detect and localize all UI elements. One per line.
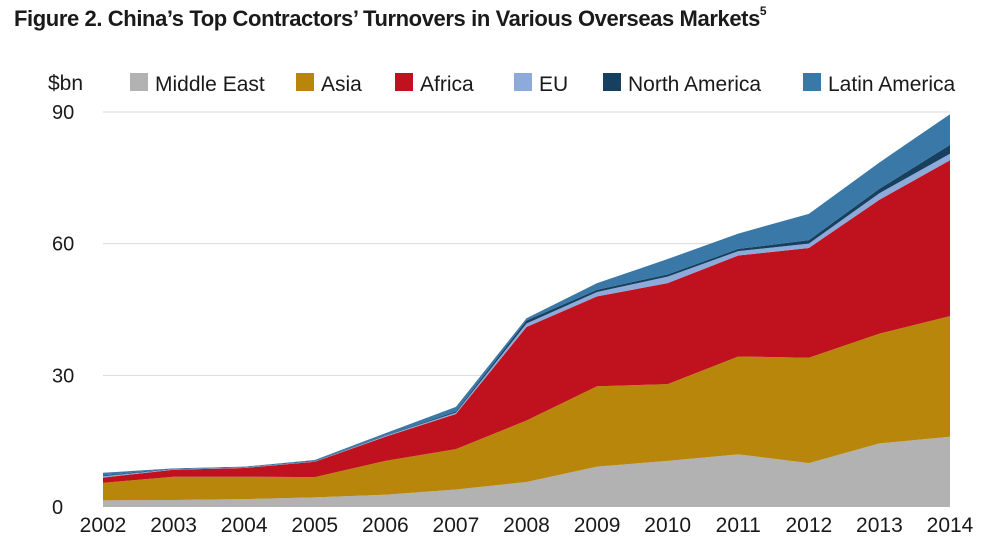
x-tick-label: 2007 [433, 514, 480, 537]
x-axis-tick-labels: 2002 2003 2004 2005 2006 2007 2008 2009 2010 2011… [80, 514, 974, 537]
x-tick-label: 2012 [785, 514, 832, 537]
y-tick-label: 90 [52, 102, 74, 124]
y-tick-label: 0 [52, 497, 63, 519]
x-tick-label: 2005 [291, 514, 338, 537]
legend-label: Latin America [828, 73, 956, 96]
x-tick-label: 2003 [150, 514, 197, 537]
legend: Middle East Asia Africa EU North America Lati… [130, 73, 956, 96]
area-series [103, 114, 950, 507]
legend-item-africa: Africa [395, 73, 474, 96]
legend-label: Asia [321, 73, 362, 96]
title-footnote-marker: 5 [759, 3, 767, 18]
legend-label: North America [628, 73, 761, 96]
x-tick-label: 2008 [503, 514, 550, 537]
legend-swatch [130, 73, 148, 91]
x-tick-label: 2014 [927, 514, 974, 537]
x-tick-label: 2013 [856, 514, 903, 537]
area-africa [103, 160, 950, 483]
legend-item-north-america: North America [603, 73, 761, 96]
x-tick-label: 2010 [644, 514, 691, 537]
x-tick-label: 2004 [221, 514, 268, 537]
y-axis-label: $bn [48, 72, 83, 95]
legend-item-latin-america: Latin America [803, 73, 956, 96]
legend-label: Africa [420, 73, 474, 96]
x-tick-label: 2006 [362, 514, 409, 537]
y-tick-label: 60 [52, 234, 74, 256]
legend-label: Middle East [155, 73, 265, 96]
legend-item-eu: EU [514, 73, 568, 96]
legend-swatch [296, 73, 314, 91]
y-axis-tick-labels: 0 30 60 90 [52, 102, 74, 519]
area-middle-east [103, 436, 950, 507]
chart-title: Figure 2. China’s Top Contractors’ Turno… [14, 3, 767, 31]
x-tick-label: 2002 [80, 514, 127, 537]
legend-swatch [803, 73, 821, 91]
legend-label: EU [539, 73, 568, 96]
legend-swatch [395, 73, 413, 91]
x-tick-label: 2011 [716, 514, 761, 537]
legend-item-asia: Asia [296, 73, 362, 96]
x-tick-label: 2009 [574, 514, 621, 537]
legend-item-middle-east: Middle East [130, 73, 265, 96]
y-tick-label: 30 [52, 365, 74, 387]
legend-swatch [603, 73, 621, 91]
area-asia [103, 316, 950, 501]
legend-swatch [514, 73, 532, 91]
